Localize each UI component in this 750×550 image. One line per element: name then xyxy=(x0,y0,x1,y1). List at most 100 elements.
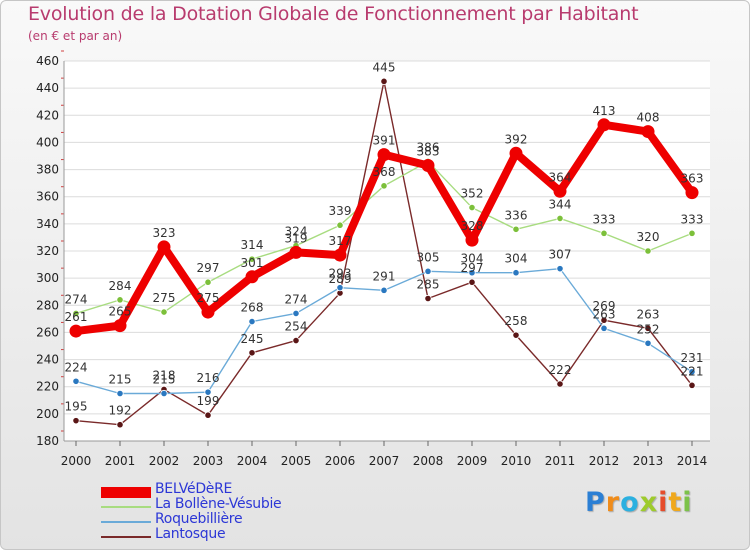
data-point-belv-d-re xyxy=(157,240,171,254)
data-label-la-boll-ne-v-subie: 339 xyxy=(329,204,352,218)
data-label-roquebilli-re: 231 xyxy=(681,351,704,365)
data-point-la-boll-ne-v-subie xyxy=(204,278,212,286)
logo-letter: o xyxy=(620,487,640,518)
y-tick-label: 340 xyxy=(36,217,59,231)
data-point-lantosque xyxy=(600,316,608,324)
legend-swatch xyxy=(101,521,151,523)
data-label-la-boll-ne-v-subie: 333 xyxy=(593,212,616,226)
data-point-belv-d-re xyxy=(201,305,215,319)
data-point-roquebilli-re xyxy=(424,267,432,275)
data-label-la-boll-ne-v-subie: 324 xyxy=(285,225,308,239)
data-point-belv-d-re xyxy=(113,319,127,333)
legend-label: Lantosque xyxy=(155,526,226,542)
data-label-lantosque: 218 xyxy=(153,368,176,382)
data-label-belv-d-re: 301 xyxy=(241,256,264,270)
data-label-lantosque: 221 xyxy=(681,364,704,378)
data-label-roquebilli-re: 224 xyxy=(65,360,88,374)
data-label-roquebilli-re: 304 xyxy=(505,252,528,266)
data-label-belv-d-re: 391 xyxy=(373,134,396,148)
data-label-lantosque: 199 xyxy=(197,394,220,408)
x-tick-label: 2004 xyxy=(237,454,268,468)
data-point-la-boll-ne-v-subie xyxy=(248,255,256,263)
data-label-belv-d-re: 413 xyxy=(593,104,616,118)
y-tick-label: 300 xyxy=(36,271,59,285)
x-tick-label: 2003 xyxy=(193,454,224,468)
data-label-la-boll-ne-v-subie: 284 xyxy=(109,279,132,293)
chart-subtitle: (en € et par an) xyxy=(28,29,123,43)
data-point-lantosque xyxy=(204,411,212,419)
data-point-lantosque xyxy=(72,417,80,425)
y-tick-label: 200 xyxy=(36,407,59,421)
data-label-lantosque: 269 xyxy=(593,299,616,313)
data-label-belv-d-re: 261 xyxy=(65,310,88,324)
y-tick-label: 180 xyxy=(36,434,59,448)
data-point-lantosque xyxy=(116,421,124,429)
data-point-lantosque xyxy=(556,380,564,388)
data-label-lantosque: 263 xyxy=(637,307,660,321)
data-label-roquebilli-re: 263 xyxy=(593,307,616,321)
data-label-belv-d-re: 275 xyxy=(197,291,220,305)
data-label-lantosque: 258 xyxy=(505,314,528,328)
data-point-belv-d-re xyxy=(421,159,435,172)
x-tick-label: 2012 xyxy=(589,454,620,468)
data-point-lantosque xyxy=(468,278,476,286)
data-point-belv-d-re xyxy=(245,270,259,284)
data-label-la-boll-ne-v-subie: 352 xyxy=(461,187,484,201)
data-label-roquebilli-re: 307 xyxy=(549,248,572,262)
data-label-la-boll-ne-v-subie: 336 xyxy=(505,208,528,222)
data-point-roquebilli-re xyxy=(644,339,652,347)
data-point-roquebilli-re xyxy=(380,286,388,294)
data-point-belv-d-re xyxy=(685,186,699,200)
y-tick-label: 220 xyxy=(36,380,59,394)
data-point-lantosque xyxy=(688,381,696,389)
data-label-lantosque: 222 xyxy=(549,363,572,377)
data-point-lantosque xyxy=(512,331,520,339)
data-point-belv-d-re xyxy=(333,248,347,262)
data-point-belv-d-re xyxy=(377,148,391,162)
data-label-la-boll-ne-v-subie: 274 xyxy=(65,292,88,306)
legend-swatch xyxy=(101,536,151,538)
data-point-lantosque xyxy=(380,77,388,85)
data-label-la-boll-ne-v-subie: 333 xyxy=(681,212,704,226)
data-label-roquebilli-re: 215 xyxy=(109,373,132,387)
data-point-roquebilli-re xyxy=(160,389,168,398)
series-layer xyxy=(69,77,699,429)
data-point-la-boll-ne-v-subie xyxy=(688,229,696,237)
x-axis: 2000 2001 2002 2003 2004 2005 2006 2007 2008 2009… xyxy=(61,440,710,468)
data-point-belv-d-re xyxy=(597,118,611,132)
data-point-lantosque xyxy=(248,349,256,357)
y-tick-label: 460 xyxy=(36,54,59,68)
data-label-roquebilli-re: 215 xyxy=(153,373,176,387)
data-label-la-boll-ne-v-subie: 368 xyxy=(373,165,396,179)
data-point-la-boll-ne-v-subie xyxy=(512,225,520,233)
data-label-belv-d-re: 265 xyxy=(109,305,132,319)
data-point-roquebilli-re xyxy=(248,317,256,326)
x-tick-label: 2010 xyxy=(501,454,532,468)
y-tick-label: 320 xyxy=(36,244,59,258)
data-point-la-boll-ne-v-subie xyxy=(644,247,652,255)
x-tick-label: 2000 xyxy=(61,454,92,468)
data-point-la-boll-ne-v-subie xyxy=(468,203,476,212)
data-label-belv-d-re: 364 xyxy=(549,170,572,184)
data-point-roquebilli-re xyxy=(556,265,564,273)
legend-label: La Bollène-Vésubie xyxy=(155,496,282,512)
data-label-lantosque: 245 xyxy=(241,332,264,346)
logo-letter: i xyxy=(658,487,669,518)
data-label-belv-d-re: 323 xyxy=(153,226,176,240)
logo-letter: r xyxy=(605,487,621,518)
data-point-belv-d-re xyxy=(289,245,303,259)
data-label-la-boll-ne-v-subie: 297 xyxy=(197,261,220,275)
data-point-lantosque xyxy=(644,324,652,332)
data-label-lantosque: 195 xyxy=(65,400,88,414)
x-tick-label: 2006 xyxy=(325,454,356,468)
data-label-belv-d-re: 408 xyxy=(637,111,660,125)
data-label-roquebilli-re: 291 xyxy=(373,269,396,283)
x-tick-label: 2013 xyxy=(633,454,664,468)
data-label-belv-d-re: 319 xyxy=(285,231,308,245)
data-label-la-boll-ne-v-subie: 320 xyxy=(637,230,660,244)
x-tick-label: 2009 xyxy=(457,454,488,468)
data-point-roquebilli-re xyxy=(292,309,300,318)
x-tick-label: 2008 xyxy=(413,454,444,468)
